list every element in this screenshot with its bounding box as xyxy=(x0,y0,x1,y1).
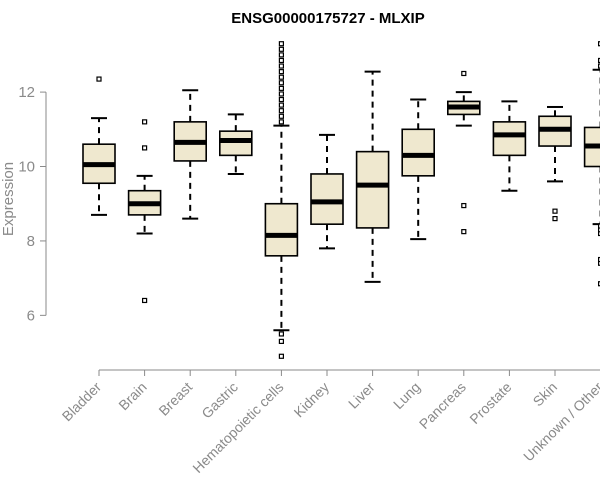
outlier-point xyxy=(278,119,284,125)
x-tick-label: Skin xyxy=(530,379,561,410)
x-tick-label: Kidney xyxy=(291,379,333,421)
y-axis: 6 8 10 12 xyxy=(18,84,47,324)
outlier-point xyxy=(461,202,467,209)
outlier-point xyxy=(597,223,600,229)
outlier-point xyxy=(142,297,148,304)
box-8 xyxy=(446,70,481,235)
box-0 xyxy=(82,76,116,216)
outlier-point xyxy=(278,52,284,58)
box-11 xyxy=(583,41,600,287)
box-3 xyxy=(219,113,253,175)
outlier-point xyxy=(142,119,148,125)
x-tick-label: Brain xyxy=(115,379,149,413)
box-1 xyxy=(127,119,162,304)
outlier-point xyxy=(278,108,284,114)
outlier-point xyxy=(597,63,600,69)
boxes-group xyxy=(82,41,600,359)
x-tick-label: Liver xyxy=(345,379,378,412)
box-7 xyxy=(401,98,436,241)
outlier-point xyxy=(278,353,284,359)
y-tick-label: 8 xyxy=(27,233,35,250)
outlier-point xyxy=(278,63,284,69)
box-6 xyxy=(355,70,390,283)
x-tick-label: Unknown / Other xyxy=(520,379,600,465)
y-axis-label: Expression xyxy=(0,162,17,236)
outlier-point xyxy=(597,260,600,266)
outlier-point xyxy=(278,57,284,64)
x-tick-label: Bladder xyxy=(59,379,105,425)
x-tick-label: Breast xyxy=(155,379,195,419)
x-tick-label: Pancreas xyxy=(416,379,469,432)
box-9 xyxy=(492,100,527,192)
outlier-point xyxy=(278,69,284,75)
outlier-point xyxy=(278,338,284,344)
outlier-point xyxy=(597,41,600,47)
outlier-point xyxy=(597,230,600,237)
x-tick-label: Lung xyxy=(390,379,423,412)
outlier-point xyxy=(597,57,600,64)
box-rect xyxy=(401,128,436,177)
outlier-point xyxy=(597,256,600,263)
y-tick-label: 12 xyxy=(18,84,35,101)
box-2 xyxy=(173,89,207,220)
outlier-point xyxy=(278,46,284,52)
outlier-point xyxy=(278,113,284,119)
box-rect xyxy=(219,130,253,157)
x-tick-label: Gastric xyxy=(198,379,241,422)
outlier-point xyxy=(142,145,148,151)
outlier-point xyxy=(96,76,102,82)
box-4 xyxy=(264,41,299,359)
box-5 xyxy=(310,133,344,250)
outlier-point xyxy=(278,331,284,337)
y-tick-label: 6 xyxy=(27,307,35,324)
box-rect xyxy=(310,173,344,225)
chart-title: ENSG00000175727 - MLXIP xyxy=(231,10,424,27)
outlier-point xyxy=(278,85,284,91)
outlier-point xyxy=(278,96,284,103)
outlier-point xyxy=(278,80,284,86)
outlier-point xyxy=(552,208,558,214)
outlier-point xyxy=(278,102,284,108)
outlier-point xyxy=(461,70,467,77)
outlier-point xyxy=(461,229,467,235)
box-rect xyxy=(355,150,390,229)
box-rect xyxy=(264,202,299,257)
box-10 xyxy=(538,105,572,222)
outlier-point xyxy=(597,281,600,287)
y-tick-label: 10 xyxy=(18,159,35,176)
outlier-point xyxy=(278,74,284,80)
outlier-point xyxy=(278,41,284,47)
outlier-point xyxy=(278,91,284,97)
outlier-point xyxy=(597,227,600,233)
x-tick-label: Prostate xyxy=(466,379,514,427)
box-rect xyxy=(492,121,527,157)
outlier-point xyxy=(552,216,558,222)
x-tick-label: Hematopoietic cells xyxy=(189,379,286,476)
